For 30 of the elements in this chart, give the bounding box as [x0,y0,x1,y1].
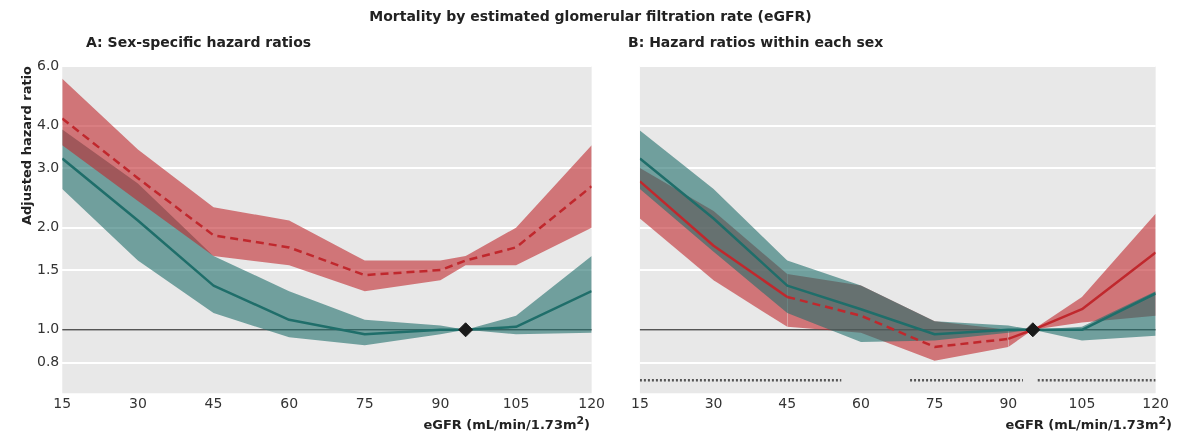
chart-subtitle: A: Sex-specific hazard ratios [86,34,312,50]
x-tick-label: 105 [502,395,530,412]
x-axis-title: eGFR (mL/min/1.73m$^{2}$) [423,414,590,433]
y-tick-label: 3.0 [37,158,60,175]
y-tick-label: 1.0 [37,320,60,337]
chart-title: Mortality by estimated glomerular filtration rate (eGFR) [368,8,813,24]
line-series [62,117,592,277]
x-tick-label: 60 [280,395,299,412]
x-tick-label: 30 [704,395,723,412]
x-axis-title: eGFR (mL/min/1.73m$^{2}$) [1005,414,1172,433]
y-axis-title: Adjusted hazard ratio [18,64,34,228]
x-tick-label: 45 [778,395,797,412]
y-tick-label: 2.0 [37,218,60,235]
x-tick-label: 105 [1068,395,1096,412]
y-tick-label: 6.0 [37,56,60,73]
y-tick-label: 1.5 [37,260,60,277]
x-tick-label: 120 [578,395,606,412]
x-tick-label: 90 [431,395,450,412]
x-tick-label: 15 [53,395,72,412]
x-tick-label: 75 [925,395,944,412]
x-tick-label: 45 [204,395,223,412]
x-tick-label: 120 [1142,395,1170,412]
y-tick-label: 4.0 [37,116,60,133]
x-tick-label: 60 [852,395,870,412]
x-tick-label: 15 [630,395,649,412]
chart-subtitle: B: Hazard ratios within each sex [628,34,884,50]
x-tick-label: 75 [355,395,374,412]
y-tick-label: 0.8 [37,353,60,370]
x-tick-label: 30 [128,395,147,412]
x-tick-label: 90 [999,395,1018,412]
